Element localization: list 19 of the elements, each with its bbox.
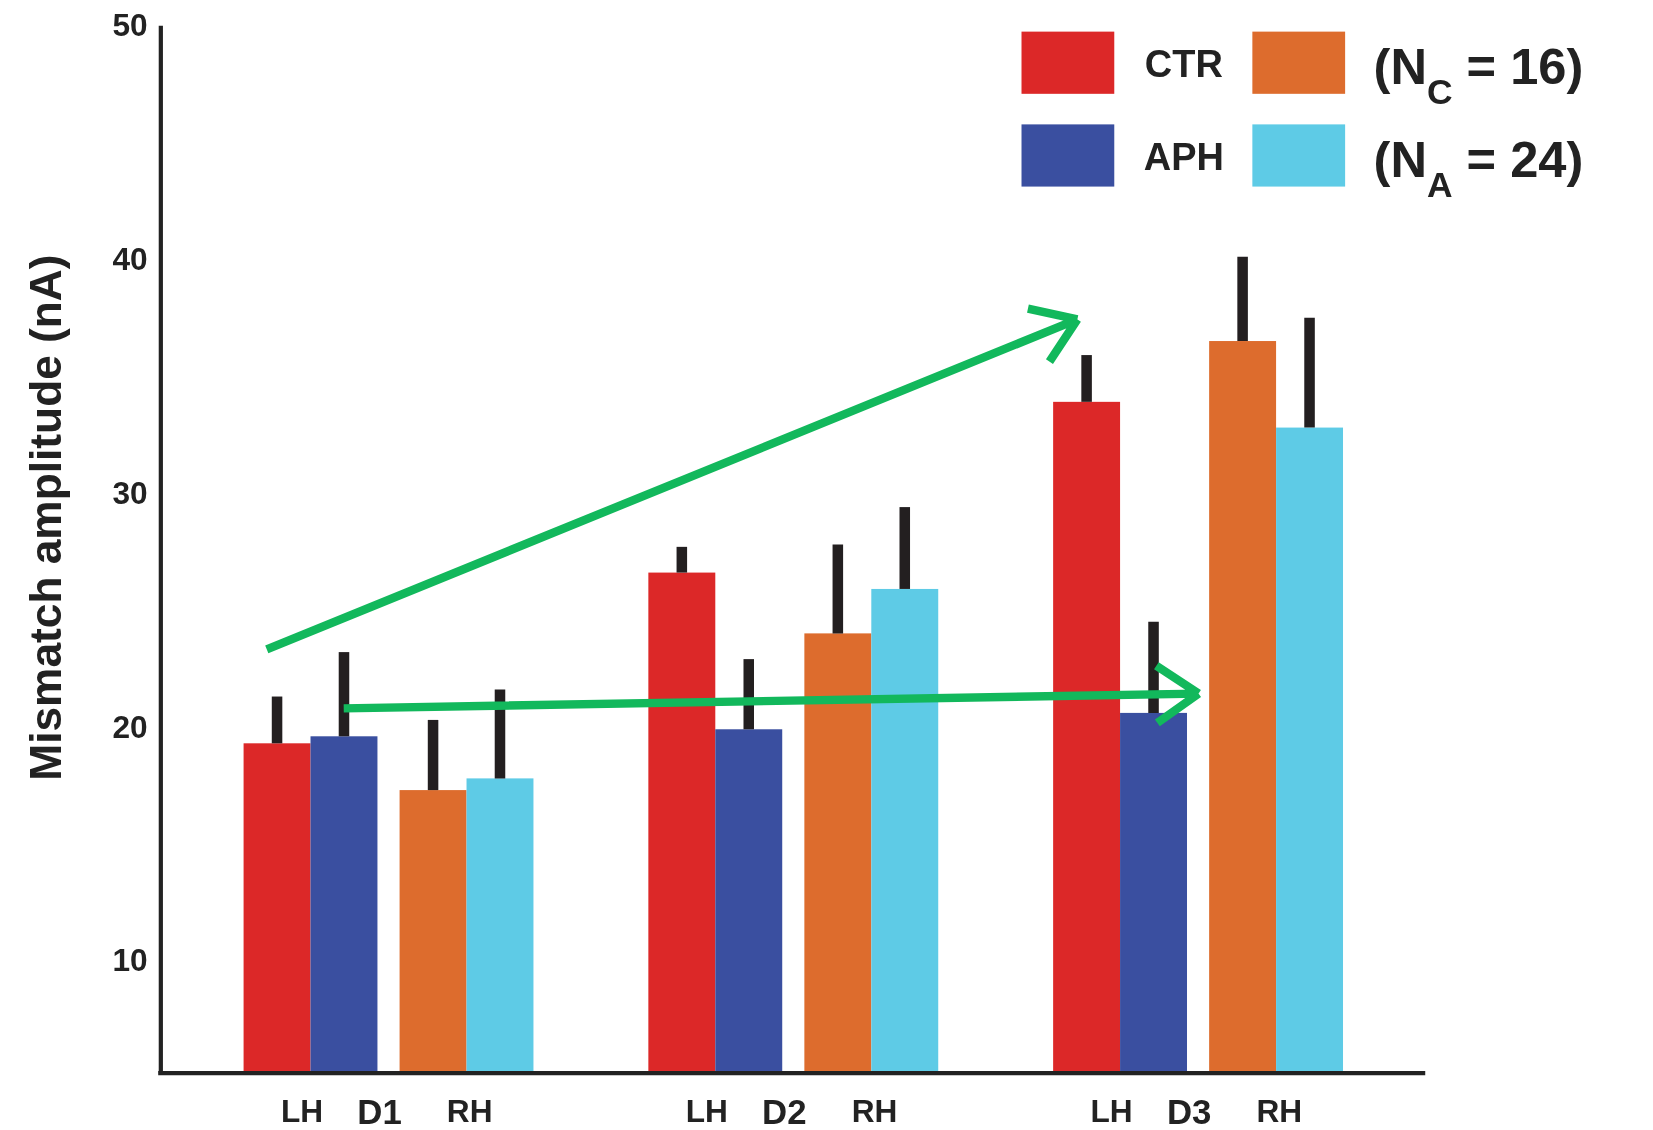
annotation: (N$_{C}$ = 16): [1373, 38, 1584, 113]
y-tick-label: 10: [112, 942, 148, 979]
text: D1: [357, 1092, 402, 1130]
y-axis-title: Mismatch amplitude (nA): [21, 254, 71, 781]
x-tick-label: LH: [1090, 1092, 1133, 1129]
x-tick-label: LH: [685, 1092, 728, 1129]
annotation: (N$_{A}$ = 24): [1373, 131, 1584, 206]
y-tick-label: 20: [112, 708, 148, 745]
legend-label: APH: [1143, 135, 1224, 178]
text: D3: [1166, 1092, 1212, 1130]
x-tick-label: RH: [446, 1092, 493, 1129]
x-tick-label: LH: [281, 1092, 324, 1129]
text: D2: [762, 1092, 807, 1130]
x-tick-label: RH: [851, 1092, 898, 1129]
y-tick-label: 30: [112, 474, 148, 511]
legend-label: CTR: [1144, 42, 1223, 85]
y-tick-label: 50: [112, 6, 148, 43]
x-tick-label: RH: [1256, 1092, 1303, 1129]
y-tick-label: 40: [112, 240, 148, 277]
